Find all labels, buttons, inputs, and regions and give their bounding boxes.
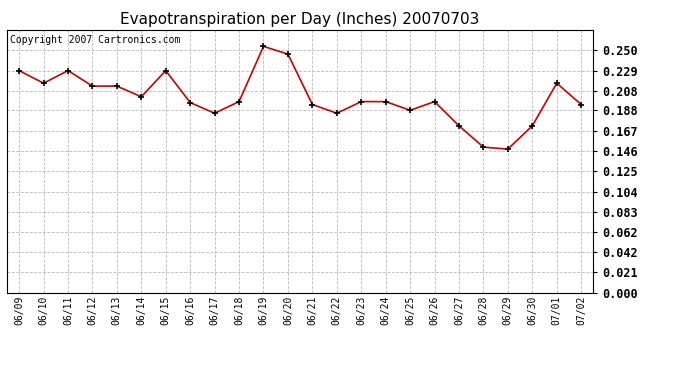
Text: Copyright 2007 Cartronics.com: Copyright 2007 Cartronics.com — [10, 35, 180, 45]
Title: Evapotranspiration per Day (Inches) 20070703: Evapotranspiration per Day (Inches) 2007… — [121, 12, 480, 27]
